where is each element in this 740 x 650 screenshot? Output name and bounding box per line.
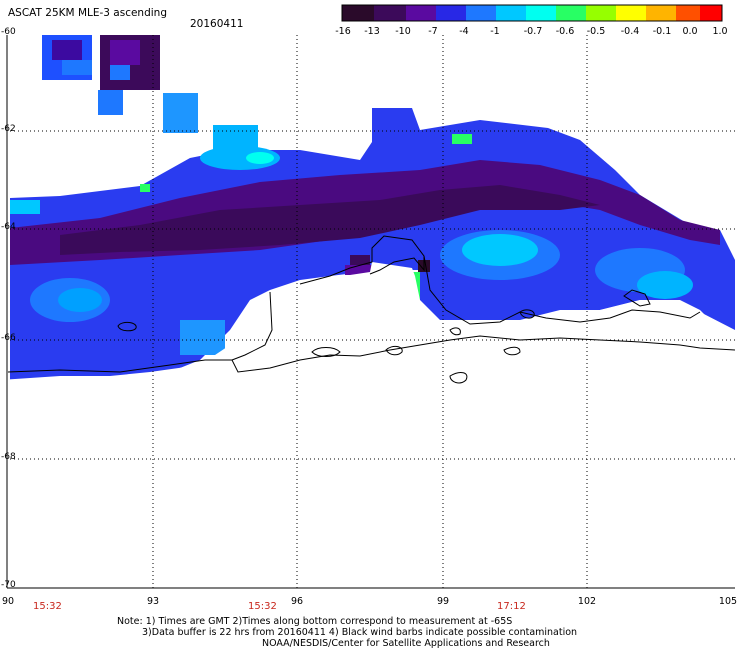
plot-frame	[6, 35, 735, 589]
chart-date: 20160411	[190, 18, 244, 30]
lon-label: 99	[436, 596, 450, 607]
colorbar-label: -7	[428, 26, 438, 37]
coastline	[7, 235, 736, 384]
lon-label: 96	[290, 596, 304, 607]
note-line-1: Note: 1) Times are GMT 2)Times along bot…	[117, 616, 513, 627]
chart-title: ASCAT 25KM MLE-3 ascending	[8, 7, 167, 19]
lat-label: -64	[1, 222, 16, 232]
time-label: 15:32	[33, 601, 62, 612]
colorbar-label: -0.7	[523, 26, 543, 37]
lat-label: -68	[1, 452, 16, 462]
lon-label: 105	[718, 596, 738, 607]
colorbar-label: 0.0	[682, 26, 698, 37]
colorbar-label: -1	[490, 26, 500, 37]
lat-label: -60	[1, 27, 16, 37]
colorbar-label: 1.0	[712, 26, 728, 37]
colorbar-label: -13	[364, 26, 380, 37]
time-label: 17:12	[497, 601, 526, 612]
colorbar-label: -16	[335, 26, 351, 37]
lon-label: 93	[146, 596, 160, 607]
colorbar-label: -0.5	[586, 26, 606, 37]
colorbar-label: -4	[459, 26, 469, 37]
note-line-3: NOAA/NESDIS/Center for Satellite Applica…	[262, 638, 550, 649]
lat-label: -62	[1, 124, 16, 134]
colorbar-label: -0.1	[652, 26, 672, 37]
colorbar-label: -10	[395, 26, 411, 37]
graticule	[10, 35, 735, 588]
colorbar	[341, 4, 723, 22]
lon-label: 90	[1, 596, 15, 607]
time-label: 15:32	[248, 601, 277, 612]
colorbar-label: -0.6	[555, 26, 575, 37]
note-line-2: 3)Data buffer is 22 hrs from 20160411 4)…	[142, 627, 578, 638]
land-mask	[0, 262, 735, 650]
lat-label: -66	[1, 333, 16, 343]
lat-label: -70	[1, 580, 16, 590]
colorbar-label: -0.4	[620, 26, 640, 37]
lon-label: 102	[577, 596, 597, 607]
